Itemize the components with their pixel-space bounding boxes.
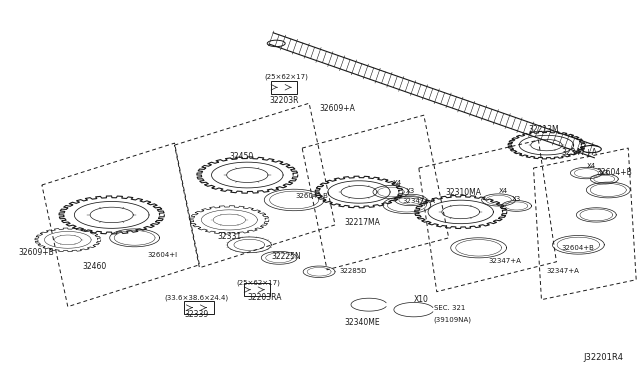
Text: X3: X3 — [599, 170, 609, 176]
Text: 32347+A: 32347+A — [488, 258, 522, 264]
Text: 32347+A: 32347+A — [403, 198, 436, 204]
Text: 32285D: 32285D — [339, 268, 367, 274]
Text: 32225N: 32225N — [271, 252, 301, 261]
Text: 32604+B: 32604+B — [295, 193, 328, 199]
Text: (25×62×17): (25×62×17) — [264, 73, 308, 80]
Text: 32339: 32339 — [184, 310, 209, 319]
Text: SEC. 321: SEC. 321 — [434, 305, 465, 311]
Text: 32604+B: 32604+B — [596, 168, 632, 177]
Text: 32609+A: 32609+A — [319, 104, 355, 113]
Text: 32213M: 32213M — [529, 125, 559, 134]
Bar — [244, 283, 270, 296]
Text: 32347+A: 32347+A — [547, 268, 579, 274]
Text: 32450: 32450 — [229, 152, 253, 161]
Text: 32347+A: 32347+A — [561, 148, 597, 157]
Text: 32203RA: 32203RA — [247, 293, 282, 302]
Text: X3: X3 — [511, 196, 521, 202]
Bar — [184, 301, 214, 314]
Text: 32340ME: 32340ME — [344, 318, 380, 327]
Text: 32604+I: 32604+I — [148, 252, 178, 258]
Text: 32609+B: 32609+B — [18, 248, 54, 257]
Text: 32203R: 32203R — [269, 96, 299, 105]
Text: 32331: 32331 — [218, 232, 241, 241]
Text: 32460: 32460 — [83, 262, 107, 271]
Bar — [271, 81, 297, 94]
Text: 32217MA: 32217MA — [344, 218, 380, 227]
Text: X3: X3 — [406, 188, 415, 194]
Text: X10: X10 — [414, 295, 429, 304]
Text: X4: X4 — [393, 180, 402, 186]
Text: 32604+B: 32604+B — [561, 245, 595, 251]
Text: J32201R4: J32201R4 — [583, 353, 623, 362]
Text: (39109NA): (39109NA) — [434, 317, 472, 323]
Text: 32310MA: 32310MA — [445, 188, 482, 197]
Text: (33.6×38.6×24.4): (33.6×38.6×24.4) — [164, 295, 228, 301]
Text: (25×62×17): (25×62×17) — [236, 280, 280, 286]
Text: X4: X4 — [499, 188, 508, 194]
Text: X4: X4 — [586, 163, 595, 169]
